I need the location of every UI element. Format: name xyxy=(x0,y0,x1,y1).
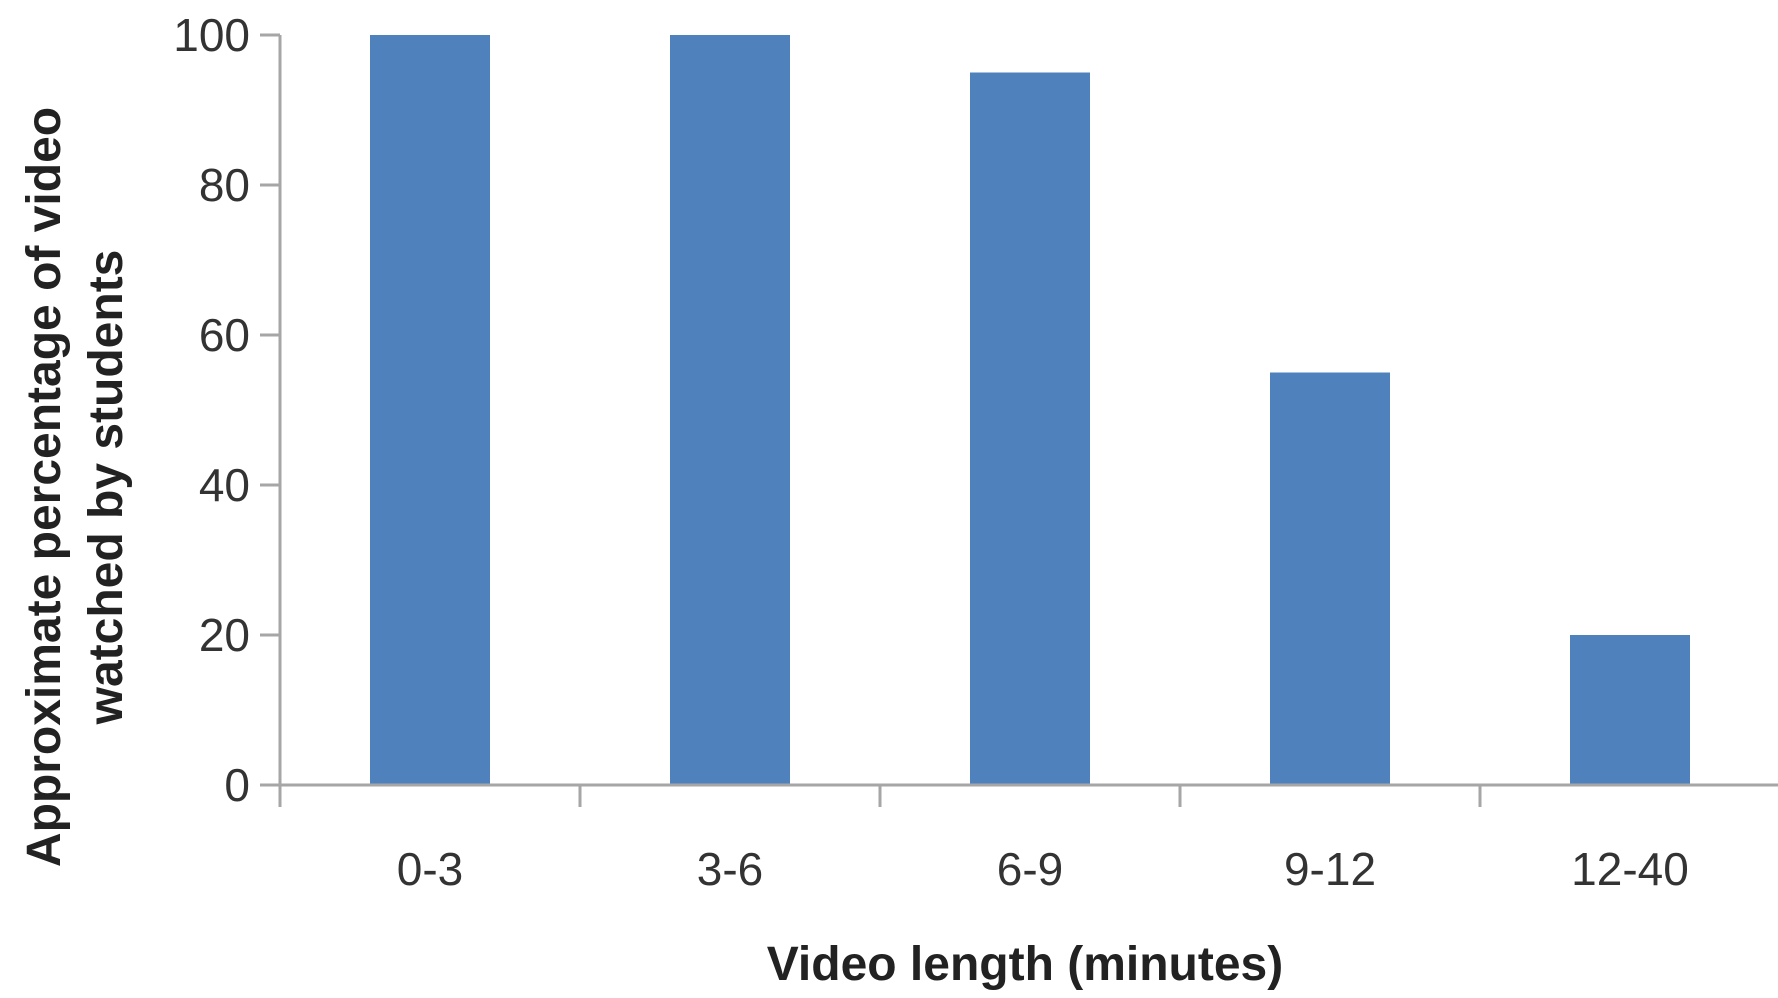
bar-6-9 xyxy=(970,72,1090,785)
x-tick-label-12-40: 12-40 xyxy=(1571,843,1689,895)
bars-group xyxy=(370,35,1690,785)
y-tick-label-60: 60 xyxy=(199,309,250,361)
y-tick-label-100: 100 xyxy=(173,9,250,61)
y-axis-title-line-2: watched by students xyxy=(80,250,133,726)
y-tick-label-0: 0 xyxy=(224,759,250,811)
x-tick-label-0-3: 0-3 xyxy=(397,843,463,895)
y-tick-label-80: 80 xyxy=(199,159,250,211)
bar-0-3 xyxy=(370,35,490,785)
x-tick-label-9-12: 9-12 xyxy=(1284,843,1376,895)
bar-12-40 xyxy=(1570,635,1690,785)
x-axis: 0-3 3-6 6-9 9-12 12-40 xyxy=(278,783,1778,895)
y-tick-label-20: 20 xyxy=(199,609,250,661)
y-axis: 0 20 40 60 80 100 xyxy=(173,9,282,811)
bar-9-12 xyxy=(1270,372,1390,785)
x-axis-title: Video length (minutes) xyxy=(767,938,1283,991)
y-axis-title-line-1: Approximate percentage of video xyxy=(18,107,71,867)
y-tick-label-40: 40 xyxy=(199,459,250,511)
bar-3-6 xyxy=(670,35,790,785)
x-tick-label-6-9: 6-9 xyxy=(997,843,1063,895)
x-tick-label-3-6: 3-6 xyxy=(697,843,763,895)
y-axis-title: Approximate percentage of video watched … xyxy=(18,107,133,867)
